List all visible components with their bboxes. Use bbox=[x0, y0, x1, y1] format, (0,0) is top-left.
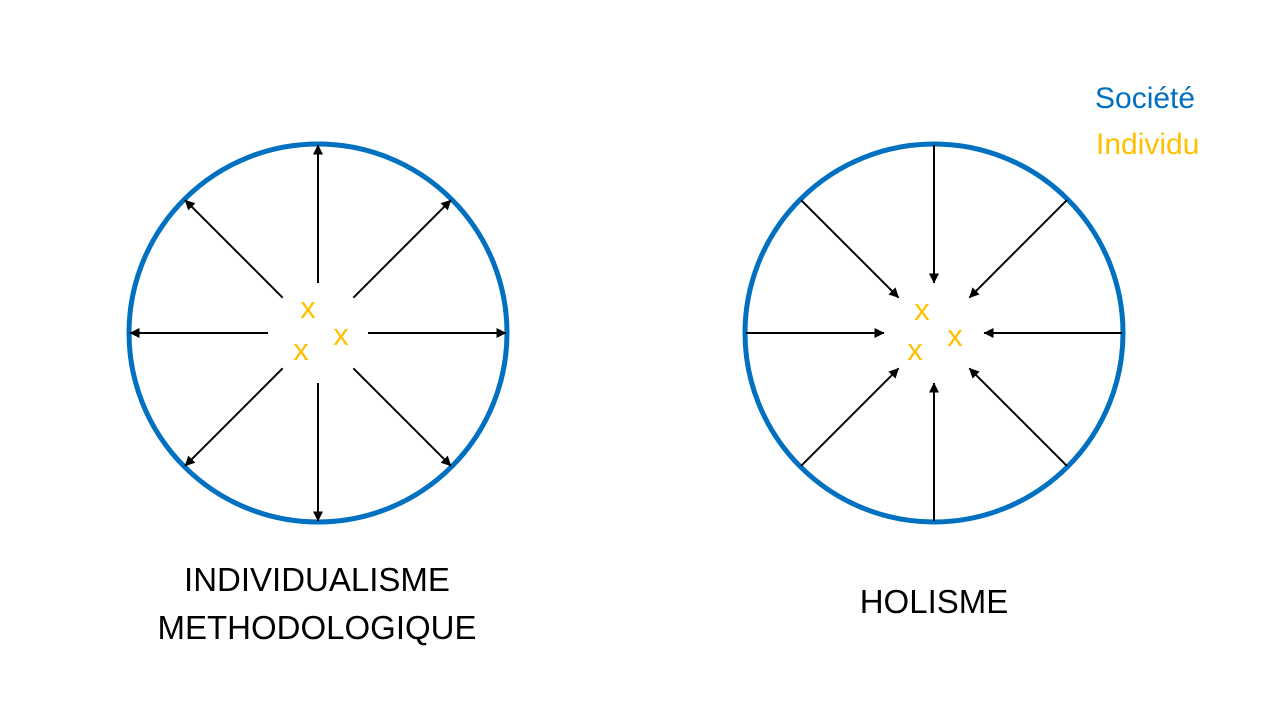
diagram-individualisme: x x x bbox=[126, 141, 510, 525]
legend-individu: Individu bbox=[1096, 128, 1200, 161]
individual-mark-1: x bbox=[914, 292, 930, 327]
individual-mark-3: x bbox=[907, 332, 923, 367]
individual-mark-1: x bbox=[300, 290, 316, 325]
arrow-outward-down-left bbox=[184, 367, 284, 467]
diagram-holisme: x x x bbox=[742, 141, 1126, 525]
caption-line: HOLISME bbox=[859, 583, 1009, 620]
individual-mark-3: x bbox=[293, 332, 309, 367]
caption-line: INDIVIDUALISME bbox=[184, 561, 450, 598]
society-circle-individualisme bbox=[126, 141, 510, 525]
legend-societe: Société bbox=[1095, 82, 1196, 115]
arrows-outward bbox=[129, 144, 507, 522]
arrow-inward-up-right bbox=[968, 199, 1068, 299]
caption-holisme: HOLISME bbox=[784, 578, 1084, 626]
arrow-outward-up-right bbox=[352, 199, 452, 299]
caption-individualisme: INDIVIDUALISME METHODOLOGIQUE bbox=[117, 556, 517, 652]
arrow-inward-down-right bbox=[968, 367, 1068, 467]
arrow-inward-up-left bbox=[800, 199, 900, 299]
society-circle-holisme bbox=[742, 141, 1126, 525]
arrow-inward-down-left bbox=[800, 367, 900, 467]
individual-mark-2: x bbox=[333, 317, 349, 352]
arrow-outward-down-right bbox=[352, 367, 452, 467]
caption-line: METHODOLOGIQUE bbox=[157, 609, 477, 646]
arrow-outward-up-left bbox=[184, 199, 284, 299]
arrows-inward bbox=[746, 145, 1122, 521]
individual-mark-2: x bbox=[947, 318, 963, 353]
